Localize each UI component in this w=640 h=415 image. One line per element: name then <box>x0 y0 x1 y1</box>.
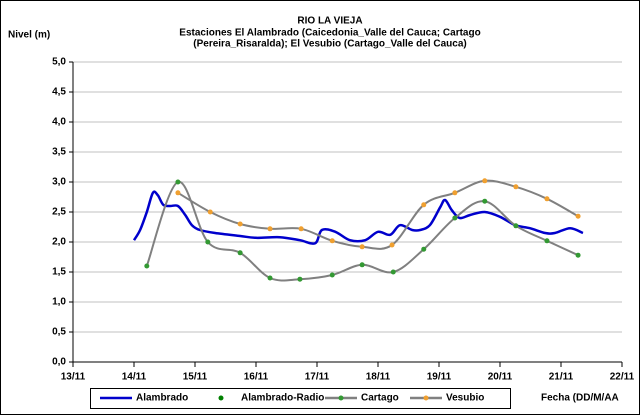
chart-subtitle: (Pereira_Risaralda); El Vesubio (Cartago… <box>193 39 466 50</box>
data-point <box>421 202 427 208</box>
y-tick-label: 3,0 <box>52 177 66 188</box>
data-point <box>267 226 273 232</box>
data-point <box>513 223 519 229</box>
y-tick-label: 0,0 <box>52 357 66 368</box>
legend-label: Vesubio <box>446 393 484 404</box>
data-point <box>359 262 365 268</box>
data-point <box>207 209 213 215</box>
data-point <box>359 244 365 250</box>
data-point <box>205 239 211 245</box>
data-point <box>390 269 396 275</box>
data-point <box>452 190 458 196</box>
x-tick-label: 14/11 <box>122 372 147 383</box>
y-tick-label: 0,5 <box>52 327 66 338</box>
legend-label: Alambrado-Radio <box>241 393 324 404</box>
data-point <box>575 213 581 219</box>
y-tick-label: 1,5 <box>52 267 66 278</box>
data-point <box>575 252 581 258</box>
x-tick-label: 19/11 <box>427 372 452 383</box>
x-axis-label: Fecha (DD/M/AA <box>541 393 619 404</box>
legend-box <box>90 388 511 409</box>
data-point <box>237 221 243 227</box>
x-tick-label: 15/11 <box>183 372 208 383</box>
y-tick-label: 4,0 <box>52 117 66 128</box>
data-point <box>175 190 181 196</box>
x-tick-label: 22/11 <box>610 372 635 383</box>
chart-title: RIO LA VIEJA <box>297 16 362 27</box>
x-tick-label: 20/11 <box>488 372 513 383</box>
data-point <box>175 179 181 185</box>
x-tick-label: 17/11 <box>305 372 330 383</box>
y-axis-label: Nivel (m) <box>8 30 50 41</box>
series-line <box>132 190 584 245</box>
y-tick-label: 5,0 <box>52 57 66 68</box>
data-point <box>329 238 335 244</box>
y-tick-label: 1,0 <box>52 297 66 308</box>
data-point <box>513 184 519 190</box>
legend-marker <box>423 395 429 401</box>
x-tick-label: 16/11 <box>244 372 269 383</box>
data-point <box>421 246 427 252</box>
series-line <box>177 179 579 250</box>
data-point <box>544 238 550 244</box>
y-tick-label: 2,5 <box>52 207 66 218</box>
y-tick-label: 3,5 <box>52 147 66 158</box>
x-tick-label: 18/11 <box>366 372 391 383</box>
legend-label: Cartago <box>361 393 399 404</box>
data-point <box>237 250 243 256</box>
data-point <box>297 276 303 282</box>
data-point <box>389 242 395 248</box>
legend-label: Alambrado <box>136 393 188 404</box>
data-point <box>267 275 273 281</box>
data-point <box>329 272 335 278</box>
data-point <box>482 198 488 204</box>
y-tick-label: 2,0 <box>52 237 66 248</box>
data-point <box>544 196 550 202</box>
legend-marker <box>218 395 224 401</box>
x-tick-label: 21/11 <box>549 372 574 383</box>
x-tick-label: 13/11 <box>61 372 86 383</box>
data-point <box>298 226 304 232</box>
data-point <box>452 215 458 221</box>
data-point <box>144 263 150 269</box>
data-point <box>482 178 488 184</box>
y-tick-label: 4,5 <box>52 87 66 98</box>
legend-marker <box>338 395 344 401</box>
chart-subtitle: Estaciones El Alambrado (Caicedonia_Vall… <box>179 28 480 39</box>
